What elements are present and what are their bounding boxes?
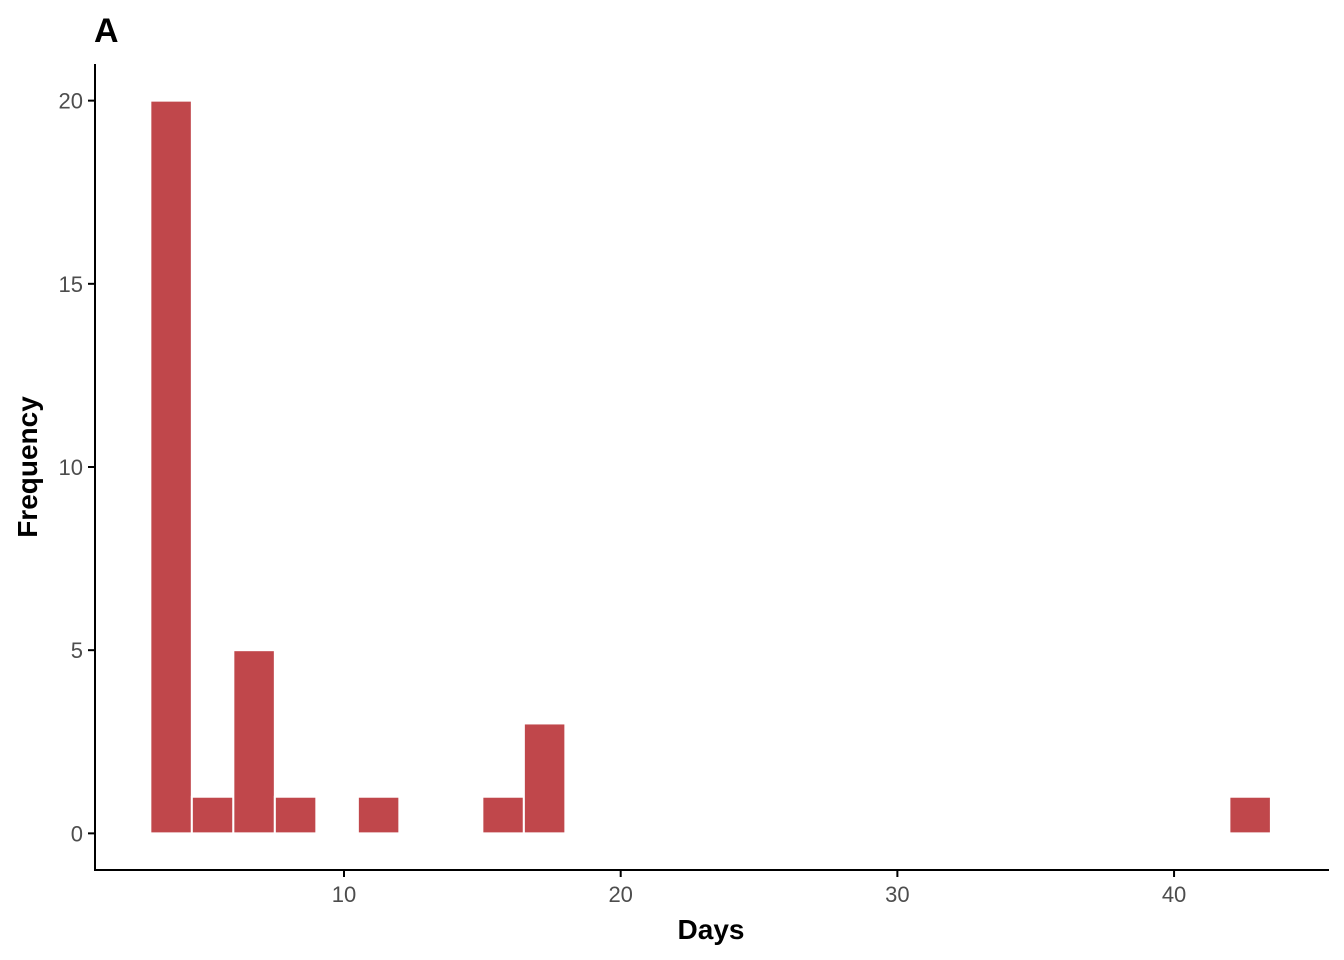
- x-tick-label-40: 40: [1162, 882, 1186, 907]
- y-axis-ticks: 0 5 10 15 20: [59, 89, 95, 846]
- histogram-bar-4: [273, 795, 318, 835]
- histogram-bar-2: [190, 795, 235, 835]
- histogram-bar-5: [356, 795, 401, 835]
- histogram-bar-3: [232, 649, 276, 835]
- histogram-bar-7: [522, 722, 567, 835]
- y-tick-label-15: 15: [59, 272, 83, 297]
- x-axis-title: Days: [678, 914, 745, 945]
- x-tick-label-30: 30: [885, 882, 909, 907]
- bars-group: [149, 99, 1272, 835]
- x-axis-ticks: 10 20 30 40: [332, 870, 1186, 907]
- histogram-bar-1: [149, 99, 193, 835]
- x-tick-label-20: 20: [608, 882, 632, 907]
- histogram-bar-8: [1228, 795, 1272, 835]
- histogram-bar-6: [481, 795, 525, 835]
- y-tick-label-5: 5: [71, 638, 83, 663]
- y-tick-label-0: 0: [71, 821, 83, 846]
- y-tick-label-10: 10: [59, 455, 83, 480]
- panel-tag: A: [94, 12, 119, 50]
- y-axis-title: Frequency: [12, 396, 43, 538]
- x-tick-label-10: 10: [332, 882, 356, 907]
- y-tick-label-20: 20: [59, 89, 83, 114]
